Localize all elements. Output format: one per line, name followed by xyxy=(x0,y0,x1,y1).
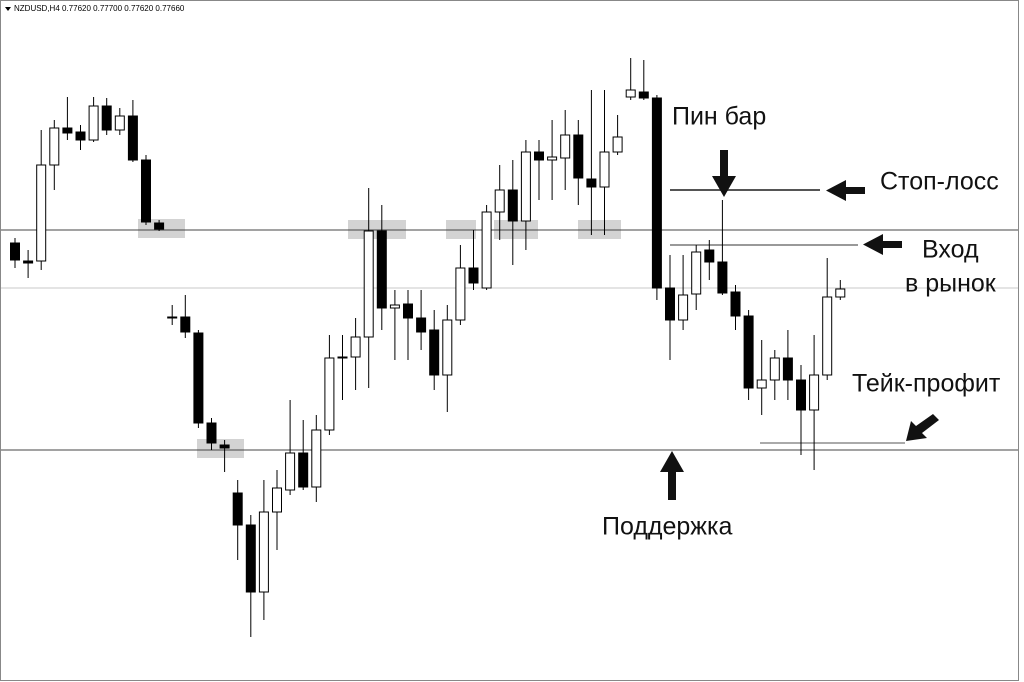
candle-body xyxy=(88,105,99,141)
candle-body xyxy=(769,357,780,381)
candle-body xyxy=(75,131,86,141)
candle-body xyxy=(337,356,348,359)
candle-body xyxy=(599,151,610,188)
arrow-diagonal xyxy=(906,414,939,441)
arrow-left xyxy=(863,234,902,255)
candle-body xyxy=(363,230,374,338)
candle-body xyxy=(232,492,243,526)
candle-body xyxy=(324,357,335,431)
candle-body xyxy=(455,267,466,321)
candle-body xyxy=(350,336,361,358)
candle-body xyxy=(468,267,479,284)
candle-body xyxy=(665,287,675,321)
candle-body xyxy=(245,524,256,593)
candle-body xyxy=(167,316,178,319)
candle-body xyxy=(835,288,846,298)
candle-body xyxy=(389,304,400,309)
candle-body xyxy=(507,189,518,222)
annotation: Стоп-лосс xyxy=(880,168,999,196)
candle-body xyxy=(678,294,689,321)
candle-body xyxy=(376,230,387,309)
candle-body xyxy=(101,105,112,131)
candle-body xyxy=(285,452,296,491)
candle-body xyxy=(258,511,269,593)
candle-body xyxy=(638,91,649,99)
candle-body xyxy=(625,89,636,98)
candle-body xyxy=(822,296,833,376)
candle-body xyxy=(49,127,60,166)
candle-body xyxy=(311,429,322,488)
candle-body xyxy=(573,134,584,179)
header: NZDUSD,H4 0.77620 0.77700 0.77620 0.7766… xyxy=(14,4,185,13)
menu-triangle xyxy=(5,7,11,11)
candle-body xyxy=(219,444,230,449)
candle-body xyxy=(193,332,204,424)
candle-body xyxy=(154,222,165,230)
candle-body xyxy=(272,487,282,513)
candle-body xyxy=(62,127,73,134)
candle-body xyxy=(651,97,662,289)
candle-body xyxy=(560,134,571,159)
candle-body xyxy=(743,315,754,389)
candle-body xyxy=(36,164,47,262)
arrows xyxy=(660,150,939,500)
candle-body xyxy=(429,329,440,376)
candle-body xyxy=(796,379,806,411)
candle-body xyxy=(809,374,820,411)
annotation: Пин бар xyxy=(672,103,766,131)
annotation: Вход xyxy=(922,236,979,264)
candle-body xyxy=(730,291,741,317)
candle-body xyxy=(23,260,34,264)
candle-body xyxy=(756,379,767,389)
candle-body xyxy=(717,261,728,294)
candle-body xyxy=(547,156,558,161)
candle-body xyxy=(586,178,597,188)
candle-body xyxy=(442,319,453,376)
candle-body xyxy=(114,115,125,131)
annotation: в рынок xyxy=(905,270,997,298)
candle-body xyxy=(206,422,217,444)
candle-body xyxy=(494,189,505,213)
candle-body xyxy=(403,303,413,319)
candle-body xyxy=(141,159,151,223)
annotation: Поддержка xyxy=(602,513,733,541)
candle-body xyxy=(612,136,623,153)
candle-body xyxy=(534,151,544,161)
candle-body xyxy=(691,251,702,295)
candle-body xyxy=(481,211,492,289)
candle-body xyxy=(10,242,20,261)
candle-body xyxy=(416,317,427,333)
candle-body xyxy=(782,357,793,381)
arrow-down xyxy=(712,150,736,197)
arrow-left xyxy=(826,180,865,201)
candle-body xyxy=(298,452,309,488)
arrow-up xyxy=(660,451,684,500)
candle-body xyxy=(520,151,531,222)
candle-body xyxy=(704,249,715,263)
candle-body xyxy=(180,316,191,333)
annotation: Тейк-профит xyxy=(852,370,1001,398)
candle-body xyxy=(127,115,138,161)
